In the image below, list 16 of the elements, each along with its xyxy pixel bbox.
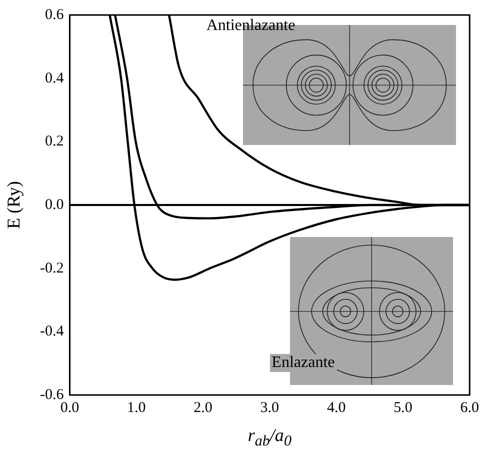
x-tick-label: 3.0 — [260, 400, 280, 416]
y-tick-label: -0.2 — [40, 260, 64, 276]
annotation: Antienlazante — [206, 17, 296, 35]
y-tick-label: 0.6 — [44, 6, 64, 23]
x-tick-label: 6.0 — [460, 400, 479, 416]
y-axis-title: E (Ry) — [4, 181, 24, 229]
y-tick-label: 0.4 — [44, 70, 64, 86]
y-tick-label: 0.0 — [44, 196, 64, 213]
x-tick-label: 4.0 — [326, 400, 346, 416]
x-tick-label: 1.0 — [127, 400, 146, 416]
x-tick-label: 5.0 — [394, 400, 412, 416]
y-tick-label: -0.4 — [40, 324, 64, 340]
x-tick-label: 2.0 — [194, 400, 212, 416]
annotation: Enlazante — [270, 354, 337, 372]
y-tick-label: 0.2 — [44, 134, 64, 150]
x-axis-title: r$_{ab}$/a$_{0}$ — [248, 425, 292, 451]
